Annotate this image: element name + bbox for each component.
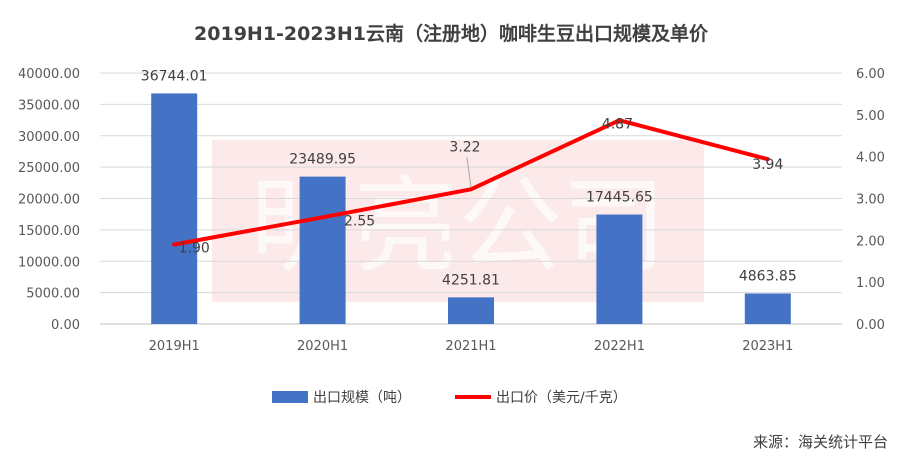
legend: 出口规模（吨） 出口价（美元/千克） [272, 390, 627, 406]
bar-data-label: 36744.01 [141, 68, 208, 84]
left-tick-label: 5000.00 [26, 287, 80, 302]
bar-data-labels: 36744.01 23489.95 4251.81 17445.65 4863.85 [141, 68, 797, 288]
line-data-labels: 1.90 2.55 3.22 4.87 3.94 [179, 116, 784, 256]
right-axis-ticks: 0.00 1.00 2.00 3.00 4.00 5.00 6.00 [856, 67, 885, 333]
right-tick-label: 0.00 [856, 318, 885, 333]
x-tick-label: 2023H1 [742, 339, 793, 354]
gridlines [100, 72, 842, 325]
left-tick-label: 15000.00 [18, 224, 80, 239]
right-tick-label: 4.00 [856, 151, 885, 166]
line-data-label: 3.94 [752, 157, 783, 173]
bar-data-label: 4251.81 [442, 272, 500, 288]
bar-series [151, 93, 791, 324]
legend-label-line: 出口价（美元/千克） [496, 390, 627, 406]
bar-data-label: 4863.85 [739, 268, 797, 284]
label-leader-line [466, 157, 472, 188]
line-series [172, 118, 770, 247]
line-data-label: 3.22 [449, 139, 480, 155]
line-data-label: 1.90 [179, 241, 210, 257]
left-axis-ticks: 0.00 5000.00 10000.00 15000.00 20000.00 25000… [18, 67, 80, 333]
legend-label-bar: 出口规模（吨） [313, 390, 411, 406]
left-tick-label: 20000.00 [18, 193, 80, 208]
right-tick-label: 1.00 [856, 276, 885, 291]
right-tick-label: 3.00 [856, 193, 885, 208]
right-tick-label: 6.00 [856, 67, 885, 82]
bar [448, 297, 494, 324]
left-tick-label: 30000.00 [18, 130, 80, 145]
x-tick-label: 2022H1 [594, 339, 645, 354]
x-axis-ticks: 2019H1 2020H1 2021H1 2022H1 2023H1 [149, 339, 794, 354]
right-tick-label: 5.00 [856, 109, 885, 124]
bar [744, 293, 791, 324]
bar [596, 214, 643, 324]
right-tick-label: 2.00 [856, 234, 885, 249]
left-tick-label: 10000.00 [18, 255, 80, 270]
bar [299, 176, 346, 324]
line-data-label: 2.55 [344, 213, 375, 229]
bar-data-label: 23489.95 [289, 152, 356, 168]
left-tick-label: 40000.00 [18, 67, 80, 82]
left-tick-label: 25000.00 [18, 161, 80, 176]
legend-swatch-bar [272, 391, 308, 403]
source-note: 来源：海关统计平台 [753, 433, 888, 451]
left-tick-label: 0.00 [51, 318, 80, 333]
bar [151, 93, 198, 324]
x-tick-label: 2021H1 [445, 339, 496, 354]
line-data-label: 4.87 [602, 116, 633, 132]
bar-data-label: 17445.65 [586, 190, 653, 206]
chart-title: 2019H1-2023H1云南（注册地）咖啡生豆出口规模及单价 [194, 22, 709, 45]
left-tick-label: 35000.00 [18, 98, 80, 113]
x-tick-label: 2019H1 [149, 339, 200, 354]
x-tick-label: 2020H1 [297, 339, 348, 354]
price-line [172, 118, 770, 247]
